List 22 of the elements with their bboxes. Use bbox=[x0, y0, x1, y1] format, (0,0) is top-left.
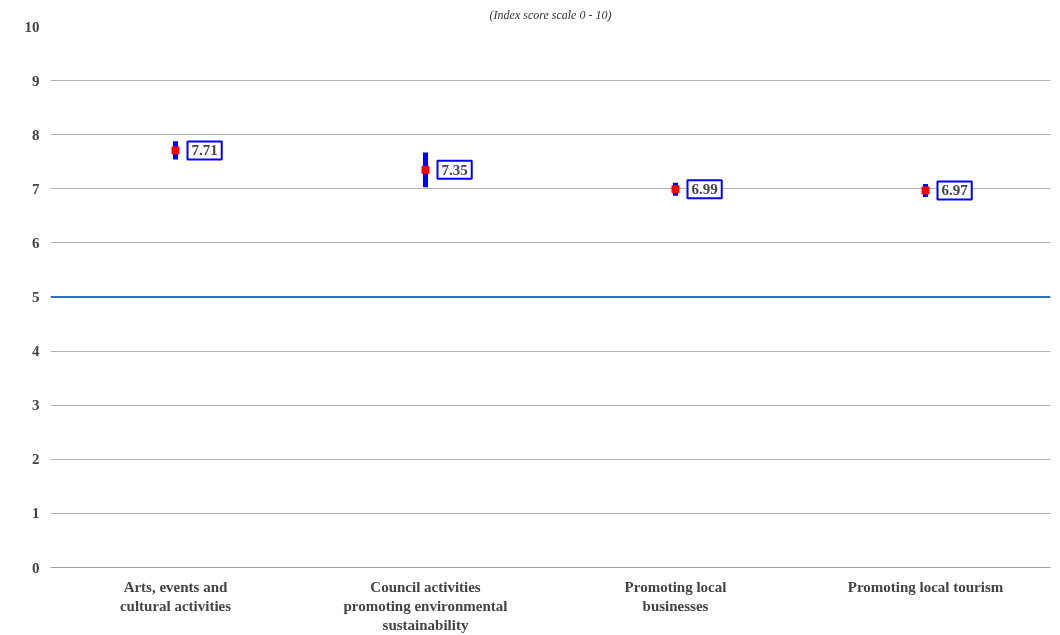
data-label: 7.71 bbox=[191, 142, 218, 159]
chart-subtitle: (Index score scale 0 - 10) bbox=[489, 7, 612, 22]
y-tick-label: 0 bbox=[32, 559, 40, 576]
y-tick-label: 9 bbox=[32, 72, 40, 89]
data-label: 6.99 bbox=[691, 181, 718, 198]
x-tick-label: Arts, events and cultural activities bbox=[119, 578, 232, 614]
y-tick-label: 1 bbox=[32, 505, 40, 522]
y-tick-label: 5 bbox=[32, 289, 40, 305]
data-label: 7.35 bbox=[441, 161, 468, 178]
data-label: 6.97 bbox=[941, 182, 969, 199]
y-tick-label: 10 bbox=[24, 18, 40, 35]
y-tick-label: 8 bbox=[32, 126, 40, 143]
y-tick-label: 2 bbox=[32, 451, 40, 468]
point bbox=[421, 165, 430, 174]
x-tick-label: Promoting local tourism bbox=[847, 578, 1004, 595]
x-tick-label: Promoting local businesses bbox=[624, 578, 727, 614]
y-tick-label: 7 bbox=[32, 180, 40, 197]
y-tick-label: 3 bbox=[32, 397, 40, 414]
y-tick-label: 4 bbox=[32, 343, 40, 360]
x-tick-label: Council activities promoting environmental sustainability bbox=[343, 578, 508, 633]
y-tick-label: 6 bbox=[32, 234, 40, 251]
point bbox=[171, 146, 180, 155]
